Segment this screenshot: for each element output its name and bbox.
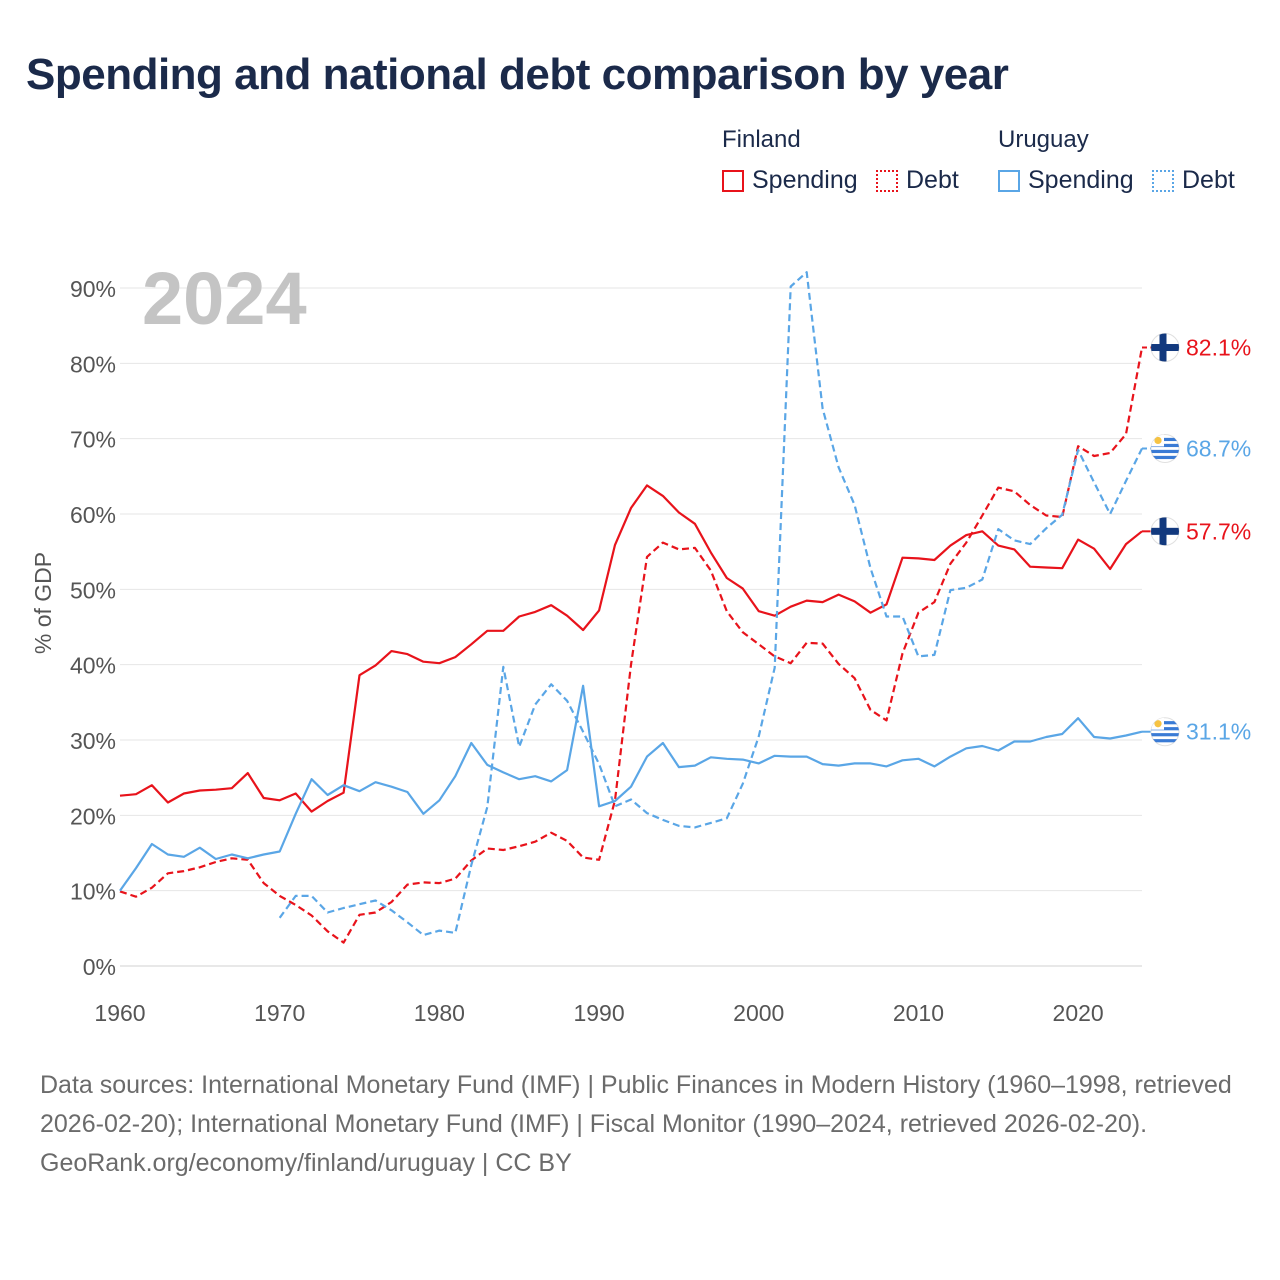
legend-uruguay-debt[interactable]: Debt xyxy=(1152,166,1235,195)
y-tick-label: 10% xyxy=(70,879,116,905)
finland-flag-icon xyxy=(1150,333,1180,363)
end-value-label: 82.1% xyxy=(1186,335,1251,361)
chart-title: Spending and national debt comparison by… xyxy=(26,50,1009,99)
legend-label: Spending xyxy=(752,166,858,194)
year-watermark: 2024 xyxy=(142,257,307,340)
line-chart: 0%10%20%30%40%50%60%70%80%90% 1960 1970 19… xyxy=(30,257,1251,1026)
legend-group-finland: Finland xyxy=(722,126,801,153)
y-tick-label: 60% xyxy=(70,502,116,528)
y-tick-label: 90% xyxy=(70,276,116,302)
y-axis: 0% 10% 20% 30% 40% 50% 60% 70% 80% 90% xyxy=(70,276,116,980)
y-axis-label: % of GDP xyxy=(30,552,56,654)
uruguay-flag-icon xyxy=(1150,717,1180,747)
legend-swatch-solid xyxy=(998,169,1020,192)
uruguay-debt-line xyxy=(278,271,1143,937)
grid xyxy=(120,287,1142,967)
legend: Finland Spending Debt Uruguay Spending D… xyxy=(0,122,1280,212)
finland-spending-line xyxy=(119,484,1143,813)
y-tick-label: 50% xyxy=(70,577,116,603)
legend-group-uruguay: Uruguay xyxy=(998,126,1089,153)
x-tick-label: 2020 xyxy=(1053,1000,1104,1026)
x-tick-label: 1980 xyxy=(414,1000,465,1026)
legend-uruguay-spending[interactable]: Spending xyxy=(998,166,1134,195)
y-tick-label: 30% xyxy=(70,728,116,754)
legend-swatch-solid xyxy=(722,169,744,192)
y-tick-label: 40% xyxy=(70,653,116,679)
footer: Data sources: International Monetary Fun… xyxy=(40,1066,1240,1183)
end-value-label: 57.7% xyxy=(1186,518,1251,544)
x-tick-label: 1970 xyxy=(254,1000,305,1026)
x-tick-label: 1990 xyxy=(573,1000,624,1026)
legend-swatch-dotted xyxy=(876,169,898,192)
finland-flag-icon xyxy=(1150,516,1180,546)
x-tick-label: 2010 xyxy=(893,1000,944,1026)
legend-label: Spending xyxy=(1028,166,1134,194)
x-tick-label: 2000 xyxy=(733,1000,784,1026)
legend-finland-debt[interactable]: Debt xyxy=(876,166,959,195)
end-value-label: 31.1% xyxy=(1186,719,1251,745)
y-tick-label: 0% xyxy=(83,954,116,980)
y-tick-label: 20% xyxy=(70,803,116,829)
finland-debt-line xyxy=(119,347,1144,944)
series-layer xyxy=(119,271,1144,944)
end-labels: 82.1% 68.7% 57.7% 31.1% xyxy=(1142,333,1251,747)
x-tick-label: 1960 xyxy=(94,1000,145,1026)
uruguay-flag-icon xyxy=(1150,433,1180,463)
y-tick-label: 70% xyxy=(70,427,116,453)
credit: GeoRank.org/economy/finland/uruguay | CC… xyxy=(40,1149,572,1177)
uruguay-spending-line xyxy=(119,684,1143,892)
legend-swatch-dotted xyxy=(1152,169,1174,192)
end-value-label: 68.7% xyxy=(1186,435,1251,461)
y-tick-label: 80% xyxy=(70,351,116,377)
x-axis: 1960 1970 1980 1990 2000 2010 2020 xyxy=(94,1000,1103,1026)
legend-label: Debt xyxy=(906,166,959,194)
legend-finland-spending[interactable]: Spending xyxy=(722,166,858,195)
legend-label: Debt xyxy=(1182,166,1235,194)
data-sources: Data sources: International Monetary Fun… xyxy=(40,1071,1232,1138)
